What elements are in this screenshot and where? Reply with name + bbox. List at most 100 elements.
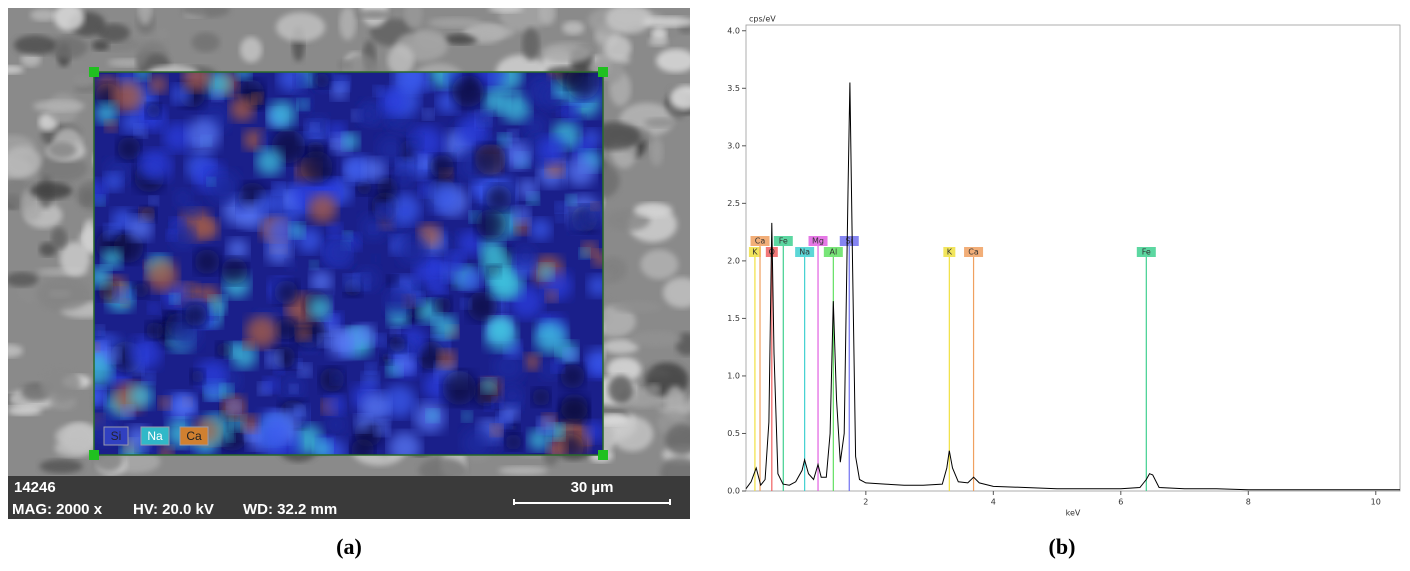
blotch bbox=[173, 394, 196, 417]
blotch bbox=[460, 269, 482, 291]
grain bbox=[605, 8, 653, 34]
blotch bbox=[111, 80, 144, 113]
grain bbox=[644, 117, 677, 128]
blotch bbox=[393, 167, 415, 189]
y-axis-label: cps/eV bbox=[749, 15, 776, 24]
blotch bbox=[117, 136, 141, 161]
blotch bbox=[293, 75, 309, 90]
info-bar bbox=[8, 476, 690, 519]
blotch bbox=[360, 392, 390, 423]
blotch bbox=[127, 290, 137, 300]
blotch bbox=[502, 140, 531, 170]
eds-blotches bbox=[94, 72, 603, 455]
blotch bbox=[171, 84, 192, 105]
blotch bbox=[149, 196, 159, 206]
blotch bbox=[330, 371, 344, 385]
blotch bbox=[297, 98, 309, 111]
blotch bbox=[94, 386, 105, 408]
blotch bbox=[375, 200, 394, 220]
blotch bbox=[121, 405, 135, 419]
grain bbox=[8, 272, 39, 287]
x-tick-label: 10 bbox=[1371, 498, 1381, 507]
blotch bbox=[562, 103, 580, 121]
element-label: Mg bbox=[812, 237, 824, 246]
element-tag bbox=[750, 236, 770, 246]
grain bbox=[593, 305, 636, 338]
blotch bbox=[95, 325, 105, 335]
legend-swatch bbox=[103, 426, 129, 446]
grain bbox=[669, 85, 690, 110]
blotch bbox=[274, 318, 297, 341]
blotch bbox=[289, 222, 305, 239]
blotch bbox=[388, 431, 421, 455]
blotch bbox=[134, 72, 151, 81]
overlay-legend: Si Na Ca bbox=[103, 426, 209, 446]
blotch bbox=[484, 318, 518, 352]
grain bbox=[656, 48, 690, 73]
blotch bbox=[400, 206, 409, 216]
blotch bbox=[484, 402, 494, 411]
blotch bbox=[95, 102, 118, 125]
grain bbox=[488, 8, 524, 13]
grain bbox=[606, 357, 642, 382]
blotch bbox=[371, 254, 380, 263]
blotch bbox=[343, 154, 372, 184]
x-axis-label: keV bbox=[1066, 509, 1081, 518]
blotch bbox=[106, 348, 121, 363]
blotch bbox=[488, 270, 516, 298]
blotch bbox=[325, 394, 346, 416]
grain bbox=[643, 16, 690, 28]
blotch bbox=[133, 282, 149, 299]
blotch bbox=[365, 362, 377, 374]
grain bbox=[646, 383, 661, 396]
blotch bbox=[272, 182, 285, 195]
y-tick-label: 1.5 bbox=[727, 314, 740, 323]
blotch bbox=[158, 396, 172, 410]
working-distance: WD: 32.2 mm bbox=[243, 501, 337, 518]
blotch bbox=[534, 321, 568, 354]
blotch bbox=[498, 133, 512, 147]
y-tick-label: 2.5 bbox=[727, 199, 740, 208]
element-label: K bbox=[947, 248, 953, 257]
blotch bbox=[529, 218, 552, 241]
blotch bbox=[433, 296, 452, 315]
blotch bbox=[212, 90, 224, 102]
blotch bbox=[166, 229, 178, 241]
element-tag bbox=[795, 247, 815, 257]
blotch bbox=[148, 75, 168, 94]
blotch bbox=[241, 414, 260, 433]
blotch bbox=[475, 208, 507, 240]
grain bbox=[97, 23, 131, 43]
blotch bbox=[485, 184, 512, 212]
blotch bbox=[395, 354, 415, 375]
grain bbox=[498, 466, 548, 476]
grain bbox=[138, 8, 152, 25]
blotch bbox=[373, 334, 386, 347]
blotch bbox=[309, 270, 333, 294]
grain bbox=[522, 27, 540, 61]
image-id: 14246 bbox=[14, 479, 56, 496]
element-tag bbox=[823, 247, 843, 257]
grain bbox=[541, 42, 593, 63]
blotch bbox=[327, 223, 343, 238]
blotch bbox=[500, 403, 519, 422]
blotch bbox=[128, 383, 154, 409]
blotch bbox=[517, 178, 538, 199]
blotch bbox=[235, 72, 252, 80]
blotch bbox=[532, 388, 551, 407]
blotch bbox=[432, 314, 457, 340]
blotch bbox=[426, 181, 458, 213]
element-label: Ca bbox=[755, 237, 766, 246]
blotch bbox=[492, 350, 525, 383]
legend-label: Si bbox=[111, 429, 122, 443]
blotch bbox=[325, 414, 347, 435]
blotch bbox=[182, 72, 212, 92]
blotch bbox=[363, 158, 387, 182]
grain bbox=[8, 145, 42, 178]
blotch bbox=[186, 285, 195, 295]
blotch bbox=[94, 353, 113, 387]
blotch bbox=[579, 248, 590, 259]
blotch bbox=[507, 421, 520, 434]
spectrum bbox=[745, 82, 1400, 491]
blotch bbox=[560, 364, 585, 389]
